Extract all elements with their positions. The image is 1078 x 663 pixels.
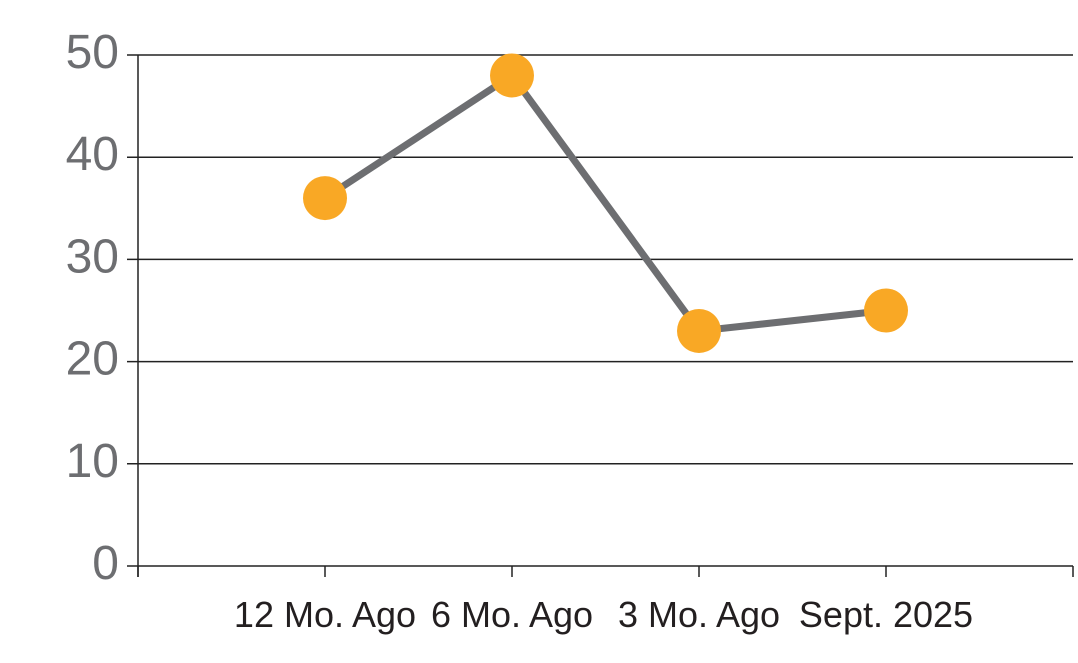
x-tick-label: Sept. 2025 xyxy=(799,594,973,635)
data-line xyxy=(321,70,890,335)
x-tick-label: 3 Mo. Ago xyxy=(618,594,780,635)
data-point-marker xyxy=(303,176,347,221)
y-tick-label: 10 xyxy=(66,435,119,488)
data-point-marker xyxy=(864,288,908,333)
y-tick-label: 0 xyxy=(92,537,119,590)
y-tick-label: 20 xyxy=(66,333,119,386)
y-tick-label: 30 xyxy=(66,230,119,283)
x-tick-label: 6 Mo. Ago xyxy=(431,594,593,635)
y-tick-label: 50 xyxy=(66,26,119,79)
y-tick-label: 40 xyxy=(66,128,119,181)
x-tick-label: 12 Mo. Ago xyxy=(234,594,416,635)
data-point-marker xyxy=(677,308,721,353)
data-point-marker xyxy=(490,53,534,98)
